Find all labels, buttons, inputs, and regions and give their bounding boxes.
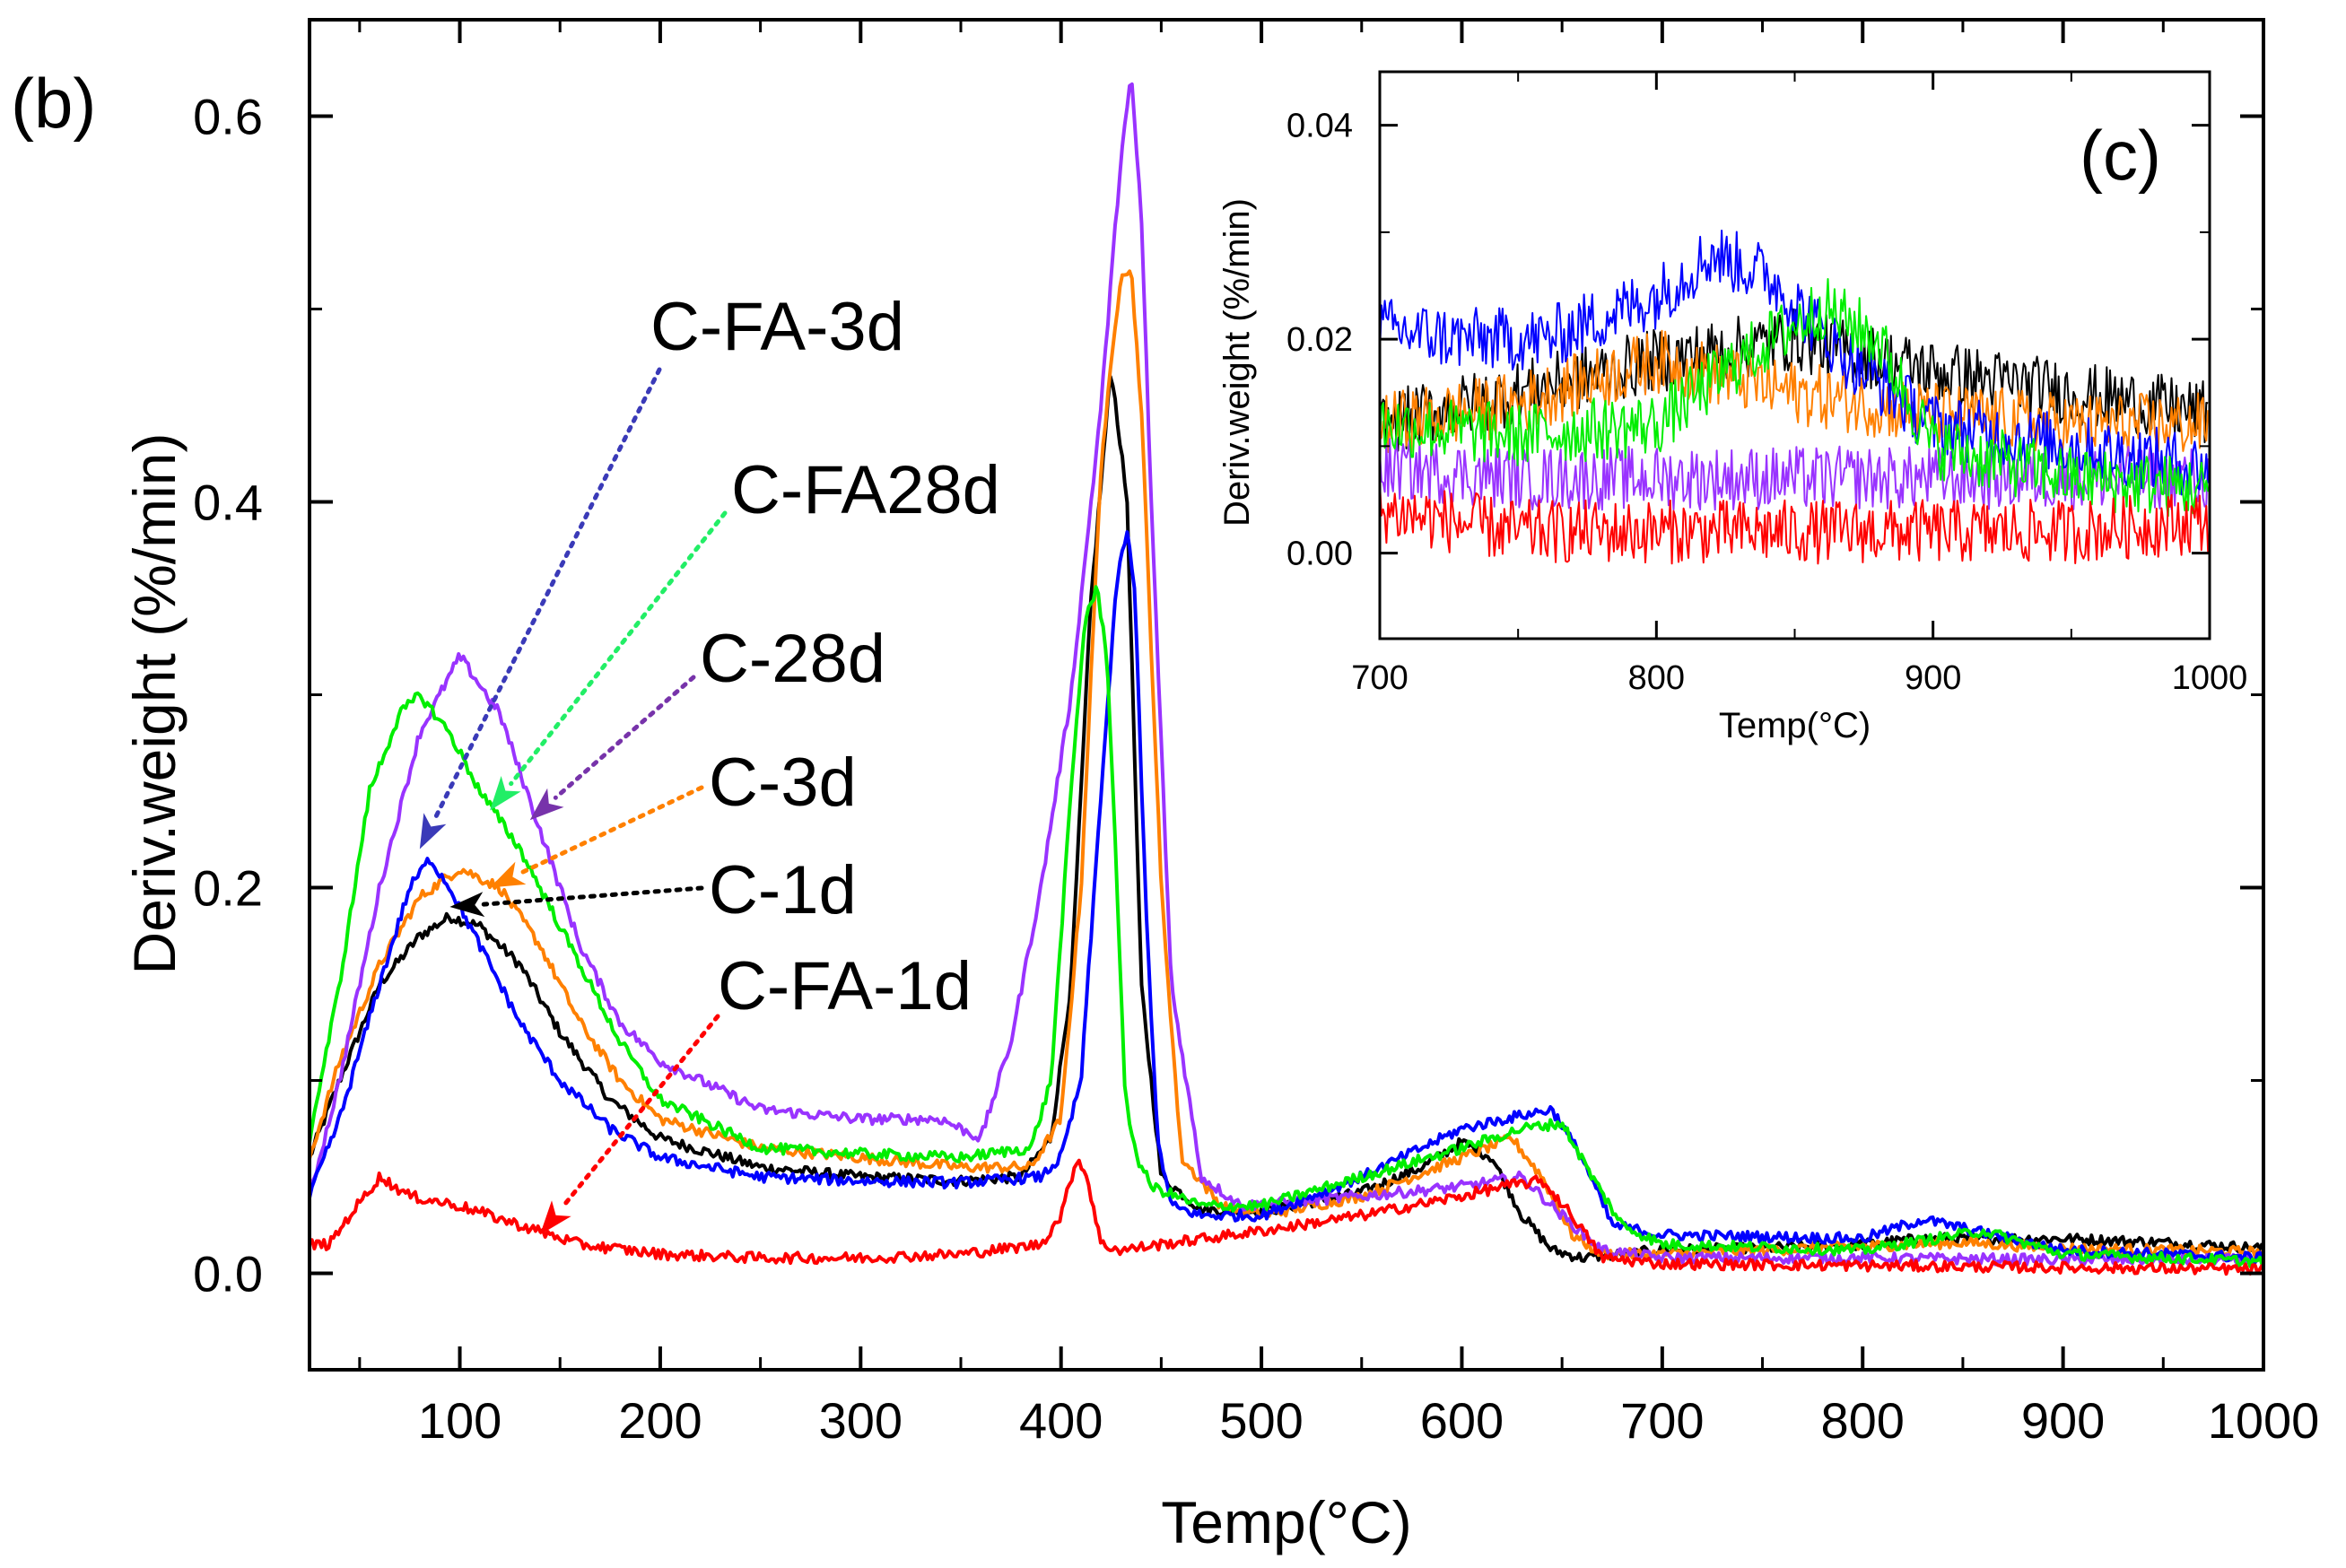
annotation-label-c-3d: C-3d [709,745,857,821]
x-tick-label: 500 [1219,1392,1303,1449]
annotation-arrow-c-1d [481,885,704,907]
annotation-arrowhead-c-fa-1d [539,1200,571,1235]
annotation-arrow-c-fa28d [509,510,728,787]
x-tick-label: 300 [819,1392,903,1449]
annotation-label-c-fa28d: C-FA28d [731,452,1000,528]
y-tick-label: 0.0 [193,1246,263,1302]
inset-series-line-c-fa28d [1379,278,2210,518]
y-tick-label: 0.6 [193,89,263,145]
inset-series-group [1379,230,2210,565]
x-tick-label: 400 [1019,1392,1103,1449]
inset-y-axis-title: Deriv.weight (%/min) [1217,198,1257,527]
inset-plot: 700 800 900 1000 0.00 0.02 0.04 Temp(°C) Deriv.w… [1217,70,2248,745]
inset-x-tick-label: 1000 [2172,659,2248,697]
series-line-c-fa28d [308,585,2264,1268]
x-tick-label: 800 [1821,1392,1905,1449]
x-tick-label: 200 [618,1392,702,1449]
x-tick-label: 700 [1620,1392,1704,1449]
annotation-label-c-fa-3d: C-FA-3d [650,289,904,365]
inset-y-tick-label: 0.04 [1286,108,1353,145]
annotation-arrowhead-c-fa28d [490,776,521,811]
inset-y-tick-label: 0.02 [1286,321,1353,359]
inset-axes-group: 700 800 900 1000 0.00 0.02 0.04 Temp(°C) Deriv.w… [1217,70,2248,745]
inset-x-tick-label: 800 [1628,659,1685,697]
annotation-label-c-1d: C-1d [709,852,857,928]
series-line-c-fa-1d [310,1158,2264,1276]
annotation-label-c-fa-1d: C-FA-1d [718,948,972,1024]
x-axis-title: Temp(°C) [1161,1489,1411,1555]
annotation-arrow-c-3d [518,785,704,875]
x-tick-label: 900 [2021,1392,2105,1449]
main-annotation-group: C-FA-3d C-FA28d C-28d C-3d C-1d C-FA-1d [419,289,1000,1235]
inset-y-tick-label: 0.00 [1286,536,1353,573]
series-line-c-fa-3d [308,530,2264,1264]
annotation-arrowhead-c-3d [490,861,527,888]
annotation-arrow-c-fa-3d [432,367,662,822]
x-tick-label: 1000 [2208,1392,2320,1449]
y-tick-label: 0.4 [193,475,263,531]
inset-series-line-c-fa-1d [1379,482,2210,565]
annotation-arrowhead-c-28d [529,788,564,821]
inset-x-axis-title: Temp(°C) [1719,706,1871,745]
x-tick-label: 600 [1420,1392,1504,1449]
annotation-label-c-28d: C-28d [700,621,885,697]
inset-x-tick-label: 700 [1351,659,1408,697]
y-axis-title: Deriv.weight (%/min) [121,433,188,975]
inset-series-line-c-3d [1379,329,2210,457]
y-tick-label: 0.2 [193,860,263,917]
annotation-arrowhead-c-fa-3d [419,813,447,849]
x-tick-label: 100 [418,1392,501,1449]
main-plot: C-FA-3d C-FA28d C-28d C-3d C-1d C-FA-1d 100 20… [11,18,2320,1555]
main-axes-group: 100 200 300 400 500 600 700 800 900 1000 0.0 0.2 0.4… [11,18,2320,1555]
panel-label-c: (c) [2080,116,2161,195]
annotation-arrowhead-c-1d [449,892,485,918]
inset-x-tick-label: 900 [1905,659,1961,697]
annotation-arrow-c-28d [553,675,696,800]
annotation-arrow-c-fa-1d [559,1014,720,1211]
series-line-c-28d [308,82,2264,1267]
panel-label-b: (b) [11,64,96,143]
